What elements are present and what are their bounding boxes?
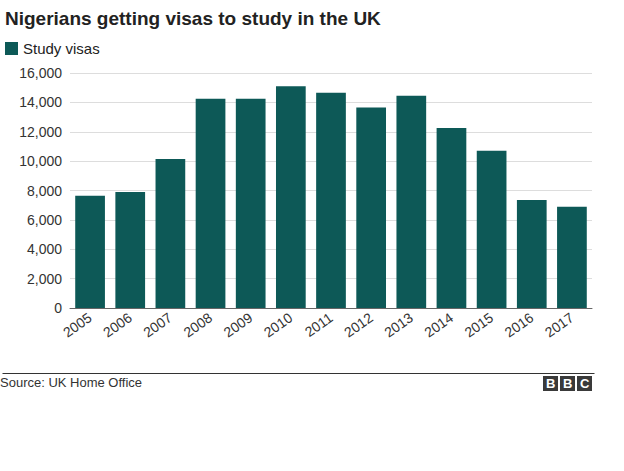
svg-text:2013: 2013 (381, 309, 416, 340)
svg-text:2014: 2014 (421, 309, 456, 340)
svg-text:6,000: 6,000 (27, 212, 62, 228)
svg-text:4,000: 4,000 (27, 241, 62, 257)
svg-text:2007: 2007 (140, 309, 175, 340)
svg-text:14,000: 14,000 (19, 94, 62, 110)
svg-text:2010: 2010 (261, 309, 296, 340)
svg-text:0: 0 (54, 300, 62, 316)
svg-text:Source: UK Home Office: Source: UK Home Office (0, 375, 142, 390)
svg-text:2016: 2016 (502, 309, 537, 340)
svg-text:16,000: 16,000 (19, 65, 62, 81)
svg-text:10,000: 10,000 (19, 153, 62, 169)
svg-text:B: B (563, 376, 572, 391)
svg-text:12,000: 12,000 (19, 124, 62, 140)
svg-text:2008: 2008 (180, 309, 215, 340)
svg-text:2017: 2017 (542, 309, 577, 340)
svg-text:Study visas: Study visas (23, 40, 100, 57)
svg-text:C: C (580, 376, 590, 391)
svg-text:B: B (546, 376, 555, 391)
svg-text:2015: 2015 (462, 309, 497, 340)
svg-text:2011: 2011 (302, 309, 336, 340)
svg-text:8,000: 8,000 (27, 183, 62, 199)
svg-text:Nigerians getting visas to stu: Nigerians getting visas to study in the … (5, 8, 381, 29)
svg-text:2,000: 2,000 (27, 271, 62, 287)
svg-text:2009: 2009 (221, 309, 256, 340)
svg-text:2012: 2012 (341, 309, 376, 340)
svg-text:2006: 2006 (100, 309, 135, 340)
svg-text:2005: 2005 (60, 309, 95, 340)
